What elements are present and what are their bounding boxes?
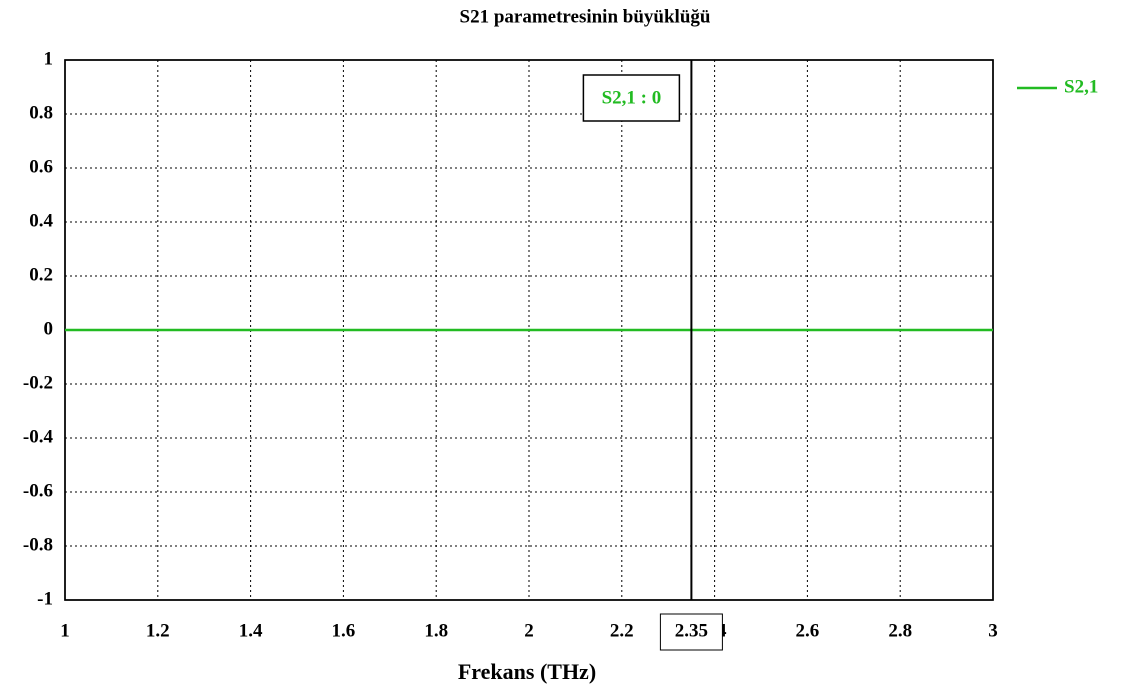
x-tick-label: 1 (60, 620, 70, 641)
x-tick-label: 1.4 (239, 620, 263, 641)
y-tick-label: 0.4 (29, 210, 53, 231)
x-tick-label: 2.2 (610, 620, 634, 641)
y-tick-label: 0.2 (29, 264, 53, 285)
y-tick-label: -0.4 (23, 426, 54, 447)
legend-label: S2,1 (1064, 76, 1098, 97)
x-tick-label: 1.2 (146, 620, 170, 641)
y-tick-label: -0.6 (23, 480, 53, 501)
x-tick-label: 3 (988, 620, 998, 641)
y-tick-label: 0.6 (29, 156, 53, 177)
y-tick-label: -0.2 (23, 372, 53, 393)
x-tick-label: 1.8 (424, 620, 448, 641)
y-tick-label: 0.8 (29, 102, 53, 123)
marker-box (582, 74, 681, 122)
marker-x-box (659, 613, 723, 651)
y-tick-label: -0.8 (23, 534, 53, 555)
y-tick-label: 1 (44, 48, 54, 69)
chart-title: S21 parametresinin büyüklüğü (460, 6, 711, 27)
marker-label: S2,1 : 0 (602, 87, 662, 108)
x-tick-label: 2.8 (888, 620, 912, 641)
x-tick-label: 2 (524, 620, 534, 641)
x-tick-label: 2.6 (796, 620, 820, 641)
marker-x-label: 2.35 (675, 620, 708, 641)
y-tick-label: 0 (44, 318, 54, 339)
y-tick-label: -1 (37, 588, 53, 609)
x-tick-label: 1.6 (332, 620, 356, 641)
x-axis-label: Frekans (THz) (458, 659, 596, 684)
